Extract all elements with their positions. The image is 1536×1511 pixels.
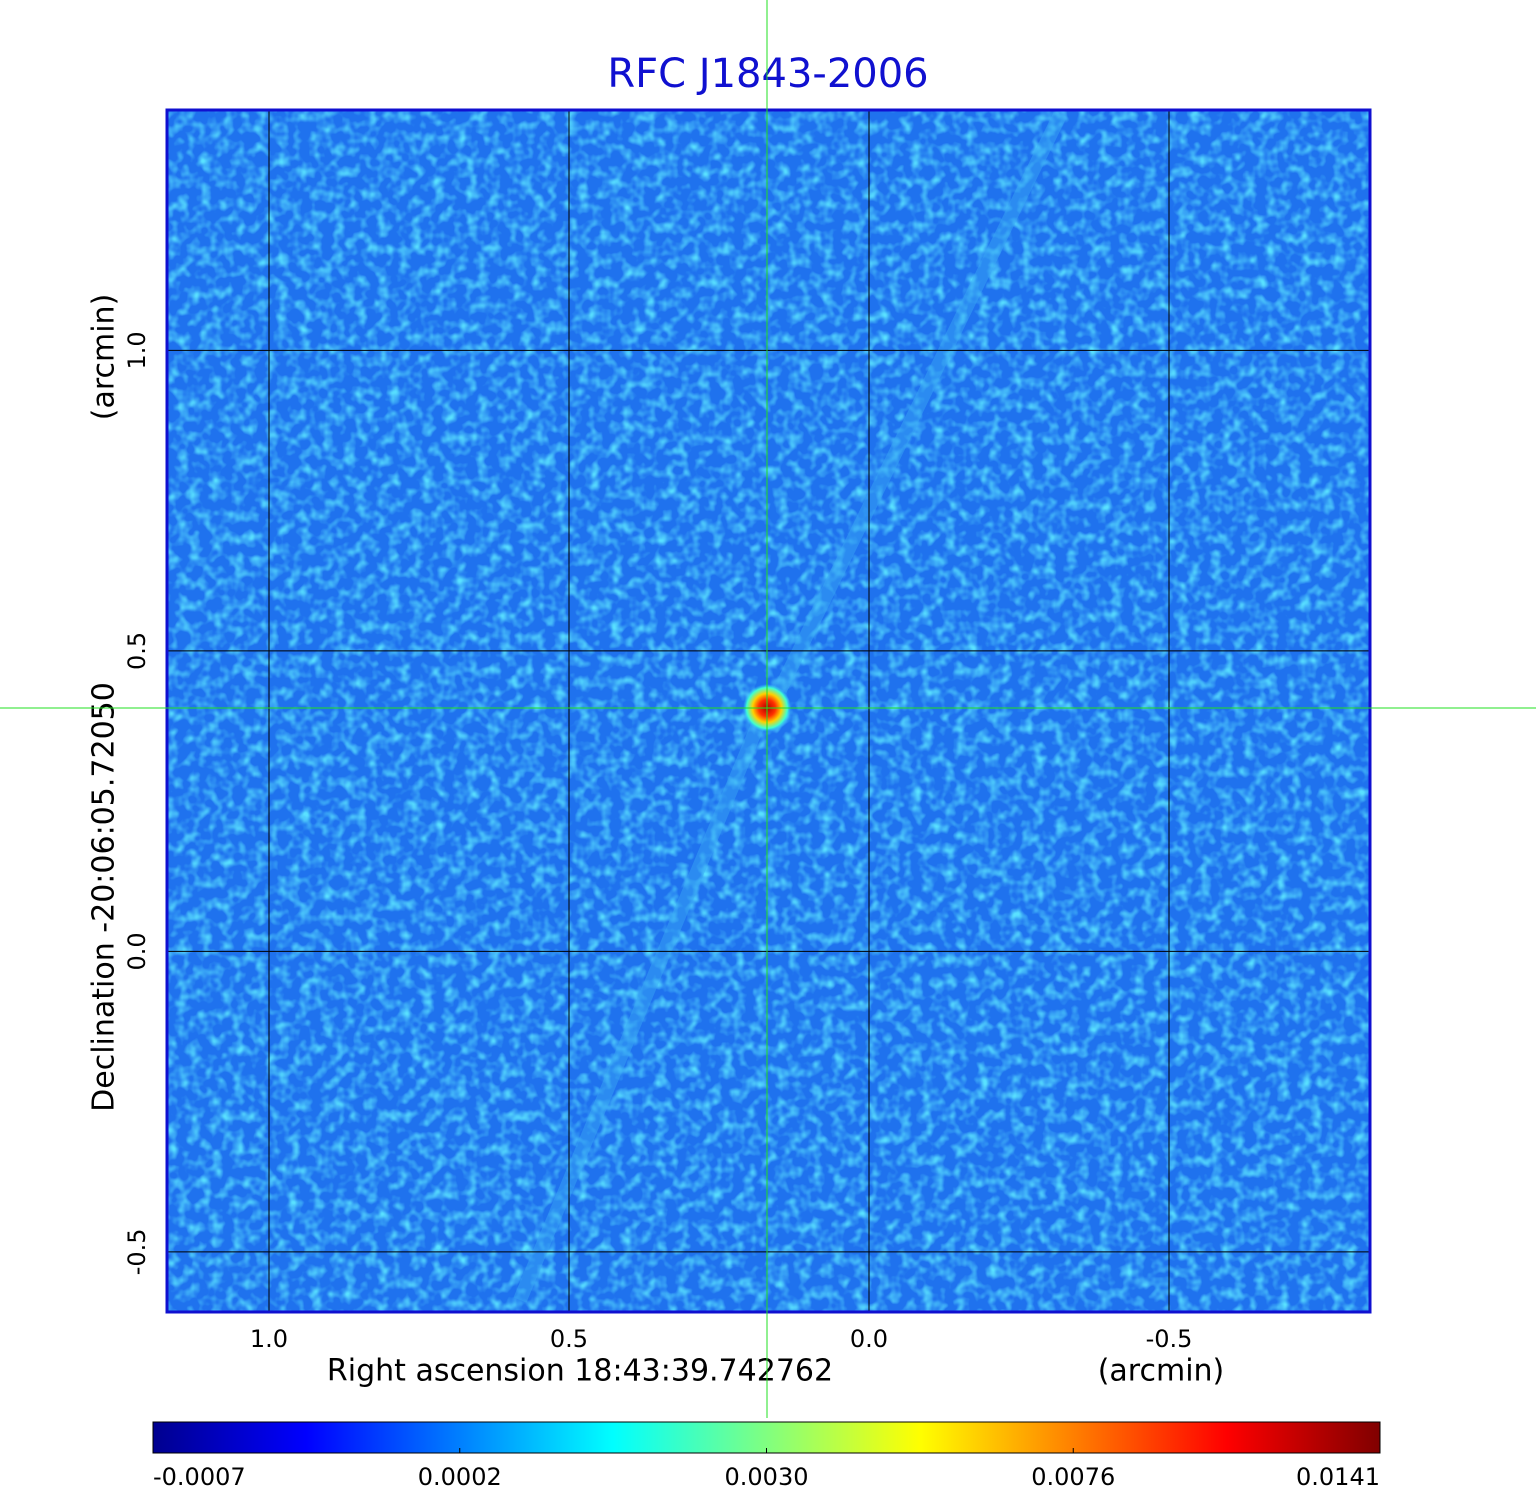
colorbar-tick-label: -0.0007 xyxy=(153,1463,246,1491)
y-axis-unit: (arcmin) xyxy=(87,294,122,421)
x-tick-label: -0.5 xyxy=(1146,1325,1193,1353)
colorbar xyxy=(152,1421,1381,1454)
colorbar-tick-label: 0.0030 xyxy=(725,1463,809,1491)
y-axis-label: Declination -20:06:05.72050 xyxy=(87,682,122,1112)
colorbar-tick-label: 0.0076 xyxy=(1031,1463,1115,1491)
x-tick-label: 1.0 xyxy=(250,1325,288,1353)
y-tick-label: 0.0 xyxy=(123,932,151,970)
image-frame xyxy=(165,108,1372,1314)
y-tick-label: 1.0 xyxy=(123,331,151,369)
x-tick-label: 0.0 xyxy=(850,1325,888,1353)
x-tick-label: 0.5 xyxy=(550,1325,588,1353)
image-feature xyxy=(513,111,1067,1303)
x-axis-unit: (arcmin) xyxy=(1098,1354,1225,1389)
image-area xyxy=(165,108,1372,1314)
colorbar-tick-label: 0.0002 xyxy=(418,1463,502,1491)
y-tick-label: -0.5 xyxy=(123,1228,151,1275)
colorbar-tick-label: 0.0141 xyxy=(1296,1463,1380,1491)
y-tick-label: 0.5 xyxy=(123,632,151,670)
x-axis-label: Right ascension 18:43:39.742762 xyxy=(327,1354,833,1389)
chart-title: RFC J1843-2006 xyxy=(607,51,928,97)
